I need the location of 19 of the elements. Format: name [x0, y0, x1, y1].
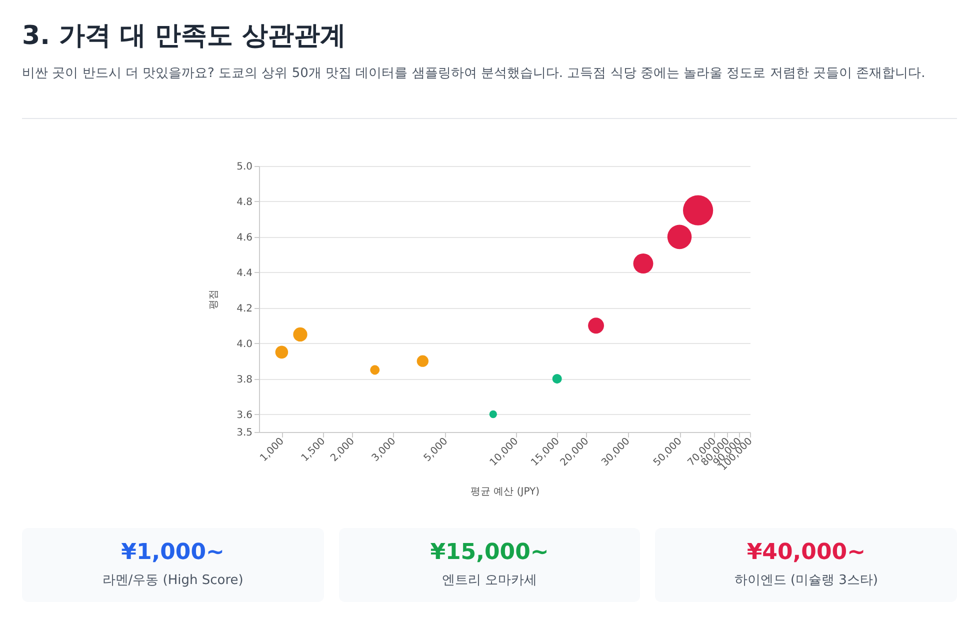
text: 하이엔드 (미슐랭 3스타) [733, 572, 880, 589]
y-tick-label: 4.8 [236, 196, 252, 208]
text: 엔트리 오마카세 [440, 572, 538, 589]
y-tick-label: 3.8 [236, 374, 252, 386]
y-tick-label: 5.0 [236, 162, 252, 172]
legend-label: ¥15,000~ [429, 540, 550, 565]
x-axis-title: 평균 예산 (JPY) [470, 486, 540, 498]
y-tick-label: 3.5 [236, 428, 252, 438]
y-tick-label: 3.6 [236, 410, 252, 421]
text: 라멘/우동 (High Score) [101, 572, 244, 589]
y-axis-title: 평점 [208, 290, 220, 310]
legend-label: ¥40,000~ [746, 540, 866, 565]
chart-subtitle: 비싼 곳이 반드시 더 맛있을까요? 도쿄의 상위 50개 맛집 데이터를 샘플링하여 분석했습니다. 고득점 식당 중에는 놀라울 정도로 저렴한 곳들이 존재합니다. [22, 65, 926, 83]
y-tick-label: 4.0 [236, 338, 252, 350]
y-tick-label: 4.4 [236, 268, 252, 279]
legend-label: ¥1,000~ [120, 540, 226, 565]
chart-title: 3. 가격 대 만족도 상관관계 [22, 20, 346, 53]
y-tick-label: 4.6 [236, 232, 252, 244]
y-tick-label: 4.2 [236, 303, 252, 314]
